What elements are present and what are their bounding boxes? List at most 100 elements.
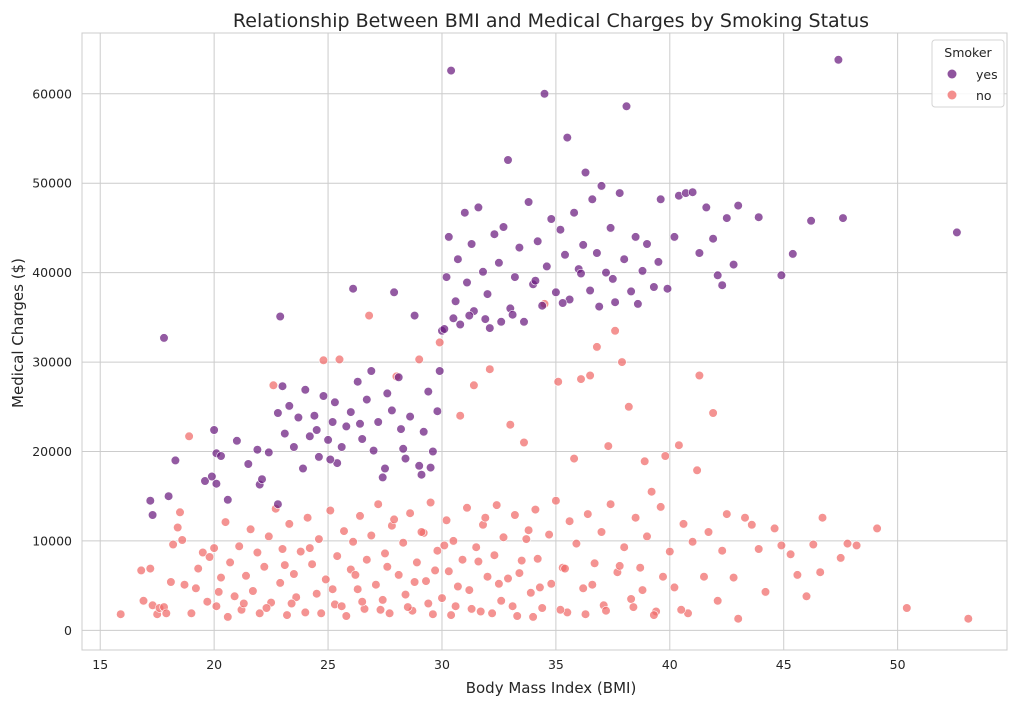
point-yes xyxy=(164,491,174,501)
point-yes xyxy=(328,417,338,427)
point-yes xyxy=(369,446,379,456)
point-no xyxy=(551,496,561,506)
point-no xyxy=(624,402,634,412)
point-no xyxy=(426,497,436,508)
y-tick-label: 40000 xyxy=(32,265,72,280)
x-tick-label: 30 xyxy=(434,657,450,672)
point-yes xyxy=(569,208,579,218)
point-no xyxy=(872,523,882,534)
point-yes xyxy=(455,319,465,330)
point-no xyxy=(362,555,372,565)
point-no xyxy=(136,565,146,576)
point-yes xyxy=(348,284,358,294)
point-yes xyxy=(580,167,591,178)
y-tick-label: 50000 xyxy=(32,176,72,191)
point-no xyxy=(175,507,185,517)
point-no xyxy=(416,527,427,537)
point-no xyxy=(325,505,335,516)
point-no xyxy=(512,611,522,621)
point-no xyxy=(405,508,415,518)
point-yes xyxy=(314,452,324,462)
point-yes xyxy=(337,442,347,452)
legend: Smoker yes no xyxy=(931,39,1005,108)
y-tick-label: 0 xyxy=(64,623,72,638)
point-no xyxy=(366,530,376,541)
point-yes xyxy=(669,232,680,242)
point-yes xyxy=(423,387,433,397)
point-no xyxy=(476,606,486,617)
point-no xyxy=(462,503,472,513)
point-no xyxy=(305,543,315,553)
point-no xyxy=(280,560,290,570)
point-no xyxy=(658,572,668,582)
point-no xyxy=(303,513,313,523)
point-no xyxy=(815,567,825,577)
point-no xyxy=(640,456,650,466)
x-axis-label: Body Mass Index (BMI) xyxy=(466,679,637,697)
point-yes xyxy=(355,419,365,429)
point-no xyxy=(184,431,194,441)
point-no xyxy=(747,520,757,530)
point-no xyxy=(694,370,705,381)
point-no xyxy=(717,546,727,556)
point-no xyxy=(760,587,771,597)
point-yes xyxy=(473,202,484,212)
point-no xyxy=(168,539,178,550)
point-no xyxy=(432,546,443,556)
point-yes xyxy=(482,289,493,299)
point-no xyxy=(669,582,680,593)
point-no xyxy=(211,601,221,611)
point-no xyxy=(603,441,613,451)
point-no xyxy=(179,580,190,590)
x-tick-label: 40 xyxy=(662,657,678,672)
point-no xyxy=(145,563,155,574)
point-yes xyxy=(587,194,597,204)
point-no xyxy=(617,357,627,367)
point-no xyxy=(553,377,563,387)
point-yes xyxy=(952,227,962,237)
point-yes xyxy=(498,222,509,232)
point-yes xyxy=(366,366,376,376)
point-no xyxy=(186,608,196,618)
point-no xyxy=(234,541,244,551)
point-yes xyxy=(754,212,764,222)
point-no xyxy=(353,584,363,594)
point-no xyxy=(733,614,743,624)
point-no xyxy=(583,509,593,519)
point-no xyxy=(284,519,294,529)
point-yes xyxy=(170,455,180,466)
point-yes xyxy=(539,89,550,99)
point-no xyxy=(332,551,342,561)
point-yes xyxy=(519,317,529,327)
point-yes xyxy=(380,463,390,474)
x-tick-labels: 15 20 25 30 35 40 45 50 xyxy=(92,657,905,672)
point-no xyxy=(596,527,607,537)
point-yes xyxy=(478,267,488,277)
point-yes xyxy=(551,287,561,297)
point-no xyxy=(485,364,495,374)
point-yes xyxy=(687,187,698,197)
point-no xyxy=(464,585,474,595)
point-no xyxy=(225,557,235,568)
point-yes xyxy=(398,444,408,454)
point-no xyxy=(339,526,349,536)
point-no xyxy=(626,594,636,604)
point-no xyxy=(526,588,536,598)
point-no xyxy=(421,576,431,586)
point-yes xyxy=(289,442,299,452)
point-yes xyxy=(733,201,743,211)
point-no xyxy=(282,610,292,620)
point-no xyxy=(334,354,345,365)
point-yes xyxy=(446,65,456,76)
point-no xyxy=(423,598,433,609)
point-yes xyxy=(309,411,320,421)
point-no xyxy=(676,605,686,615)
point-no xyxy=(482,572,493,582)
legend-label-yes: yes xyxy=(976,67,998,82)
point-yes xyxy=(467,239,477,249)
point-no xyxy=(198,547,208,558)
point-yes xyxy=(387,405,397,416)
point-no xyxy=(355,511,365,521)
point-yes xyxy=(537,301,547,311)
point-no xyxy=(740,513,750,523)
